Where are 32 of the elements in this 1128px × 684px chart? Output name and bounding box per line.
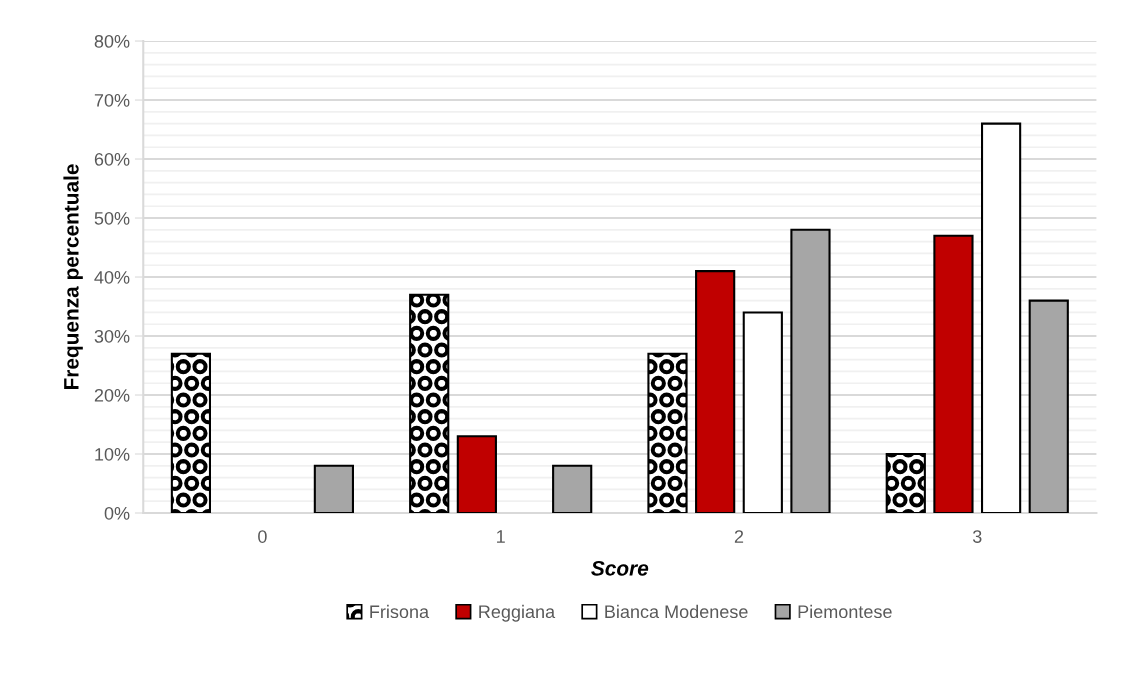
bar <box>170 352 212 513</box>
bar <box>552 464 593 513</box>
bar <box>742 311 783 513</box>
bar <box>647 352 688 513</box>
y-tick-label: 0% <box>104 506 130 520</box>
bar <box>313 464 354 513</box>
y-axis-title: Frequenza percentuale <box>63 164 83 390</box>
bar <box>885 452 926 513</box>
bar <box>1028 299 1069 513</box>
bar <box>409 293 450 513</box>
y-tick-label: 20% <box>94 388 130 402</box>
x-tick-label: 2 <box>734 530 744 543</box>
bar <box>981 122 1022 513</box>
bar <box>456 435 497 513</box>
y-tick-label: 10% <box>95 447 130 461</box>
y-tick-label: 60% <box>94 152 130 166</box>
x-tick-label: 0 <box>258 530 267 543</box>
legend-label: Piemontese <box>798 604 892 619</box>
legend-label: Frisona <box>370 604 430 619</box>
y-tick-label: 70% <box>94 93 130 107</box>
x-tick-label: 3 <box>972 530 982 543</box>
bar <box>695 270 736 513</box>
legend-label: Reggiana <box>479 604 556 622</box>
legend-label: Bianca Modenese <box>605 604 748 619</box>
y-tick-label: 40% <box>94 270 130 284</box>
bar <box>933 234 974 513</box>
y-tick-label: 50% <box>94 211 130 225</box>
bar <box>790 228 831 513</box>
x-tick-label: 1 <box>497 530 505 543</box>
x-axis-title: Score <box>591 560 649 576</box>
y-tick-label: 30% <box>94 329 130 343</box>
y-tick-label: 80% <box>94 34 130 48</box>
